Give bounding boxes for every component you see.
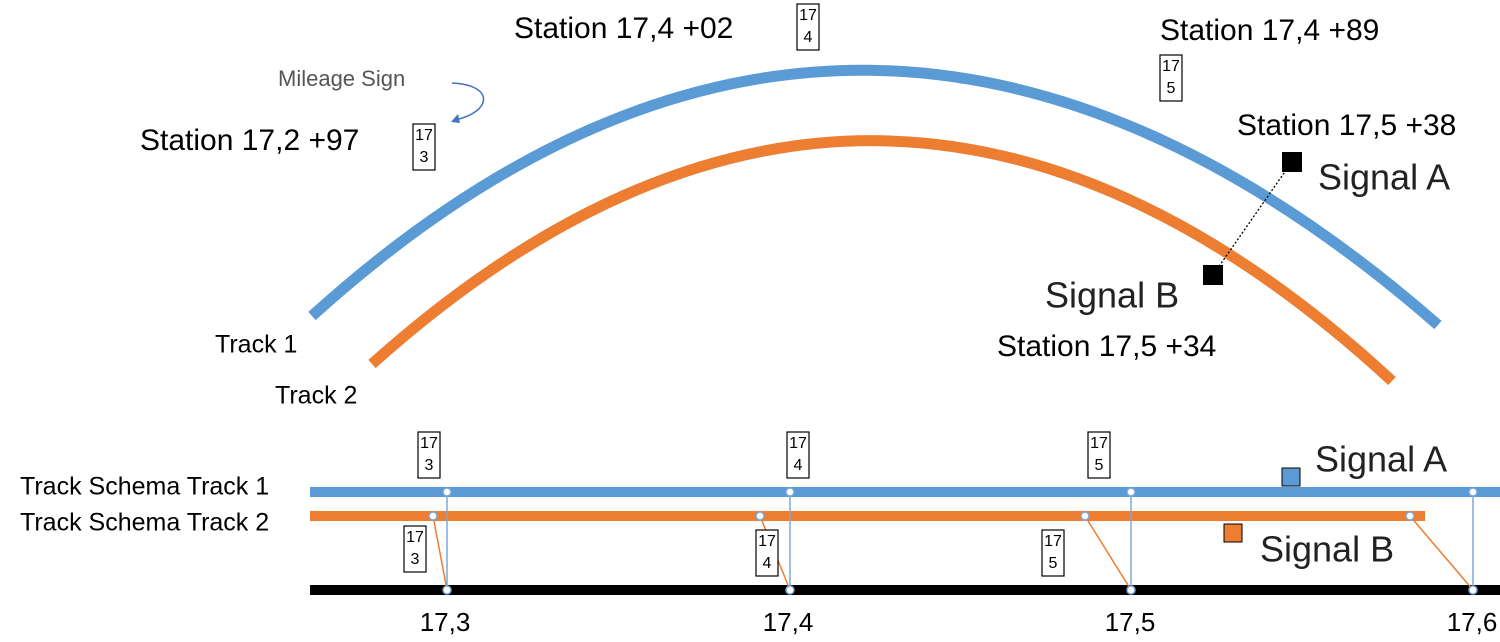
sign-text: 17 (420, 435, 438, 452)
mileage-note: Mileage Sign (278, 66, 405, 91)
schema-point (1126, 585, 1136, 595)
sign-text: 4 (794, 457, 803, 474)
schema-point (755, 511, 765, 521)
sign-text: 3 (411, 551, 420, 568)
mileage-sign: 175 (1041, 529, 1065, 577)
schema-point (1468, 585, 1478, 595)
sign-text: 5 (1167, 80, 1176, 97)
sign-box (755, 529, 779, 577)
sign-text: 17 (1162, 58, 1180, 75)
sign-box (412, 123, 436, 171)
axis-label: 17,3 (420, 607, 471, 637)
sign-text: 17 (1090, 435, 1108, 452)
mileage-sign: 173 (403, 525, 427, 573)
schema-link (432, 515, 448, 591)
sign-text: 17 (415, 127, 433, 144)
sign-text: 17 (1044, 533, 1062, 550)
sign-text: 3 (425, 457, 434, 474)
sign-box (796, 3, 820, 51)
schema-link (1084, 515, 1132, 591)
signal-a-marker (1281, 467, 1301, 487)
mileage-sign: 175 (1087, 431, 1111, 479)
signal-b-marker (1203, 265, 1223, 285)
mileage-axis (310, 585, 1500, 595)
schema-point (785, 585, 795, 595)
mileage-sign: 173 (417, 431, 441, 479)
signal-label: Signal B (1045, 275, 1179, 316)
sign-text: 17 (406, 529, 424, 546)
axis-label: 17,4 (763, 607, 814, 637)
sign-text: 5 (1095, 457, 1104, 474)
schema-links (428, 487, 1478, 595)
station-label: Station 17,4 +02 (514, 12, 733, 45)
mileage-sign: 174 (796, 3, 820, 51)
signal-label: Signal A (1315, 439, 1447, 480)
sign-text: 17 (799, 7, 817, 24)
schema-point (785, 487, 795, 497)
sign-box (1159, 54, 1183, 102)
track-label: Track Schema Track 1 (20, 473, 269, 501)
schema-link (1409, 515, 1474, 591)
schema-track-2 (310, 511, 1425, 521)
track-label: Track Schema Track 2 (20, 509, 269, 537)
signal-label: Signal A (1318, 157, 1450, 198)
mileage-sign: 173 (412, 123, 436, 171)
station-label: Station 17,5 +34 (997, 330, 1216, 363)
mileage-sign: 174 (786, 431, 810, 479)
schema-point (1468, 487, 1478, 497)
sign-text: 4 (763, 555, 772, 572)
axis-label: 17,6 (1447, 607, 1498, 637)
schema-point (1126, 487, 1136, 497)
sign-box (403, 525, 427, 573)
schema-track-1 (310, 487, 1500, 497)
note-arrow (451, 82, 485, 121)
track-1-curve (308, 64, 1442, 330)
station-label: Station 17,2 +97 (140, 124, 359, 157)
track-label: Track 1 (215, 331, 297, 359)
signal-label: Signal B (1260, 529, 1394, 570)
station-label: Station 17,4 +89 (1160, 14, 1379, 47)
signal-a-marker (1282, 152, 1302, 172)
sign-text: 4 (804, 29, 813, 46)
schema-point (442, 585, 452, 595)
axis-label: 17,5 (1105, 607, 1156, 637)
sign-text: 3 (420, 149, 429, 166)
sign-box (417, 431, 441, 479)
track-label: Track 2 (275, 382, 357, 410)
schema-point (428, 511, 438, 521)
schema-point (442, 487, 452, 497)
sign-text: 5 (1049, 555, 1058, 572)
mileage-sign: 174 (755, 529, 779, 577)
sign-text: 17 (789, 435, 807, 452)
track-2-curve (368, 135, 1396, 386)
signal-b-marker (1223, 523, 1243, 543)
station-label: Station 17,5 +38 (1237, 109, 1456, 142)
schema-point (1080, 511, 1090, 521)
note-arrowhead (451, 114, 460, 123)
mileage-sign: 175 (1159, 54, 1183, 102)
sign-box (786, 431, 810, 479)
signal-link (1212, 162, 1292, 276)
sign-text: 17 (758, 533, 776, 550)
sign-box (1041, 529, 1065, 577)
schema-point (1405, 511, 1415, 521)
sign-box (1087, 431, 1111, 479)
